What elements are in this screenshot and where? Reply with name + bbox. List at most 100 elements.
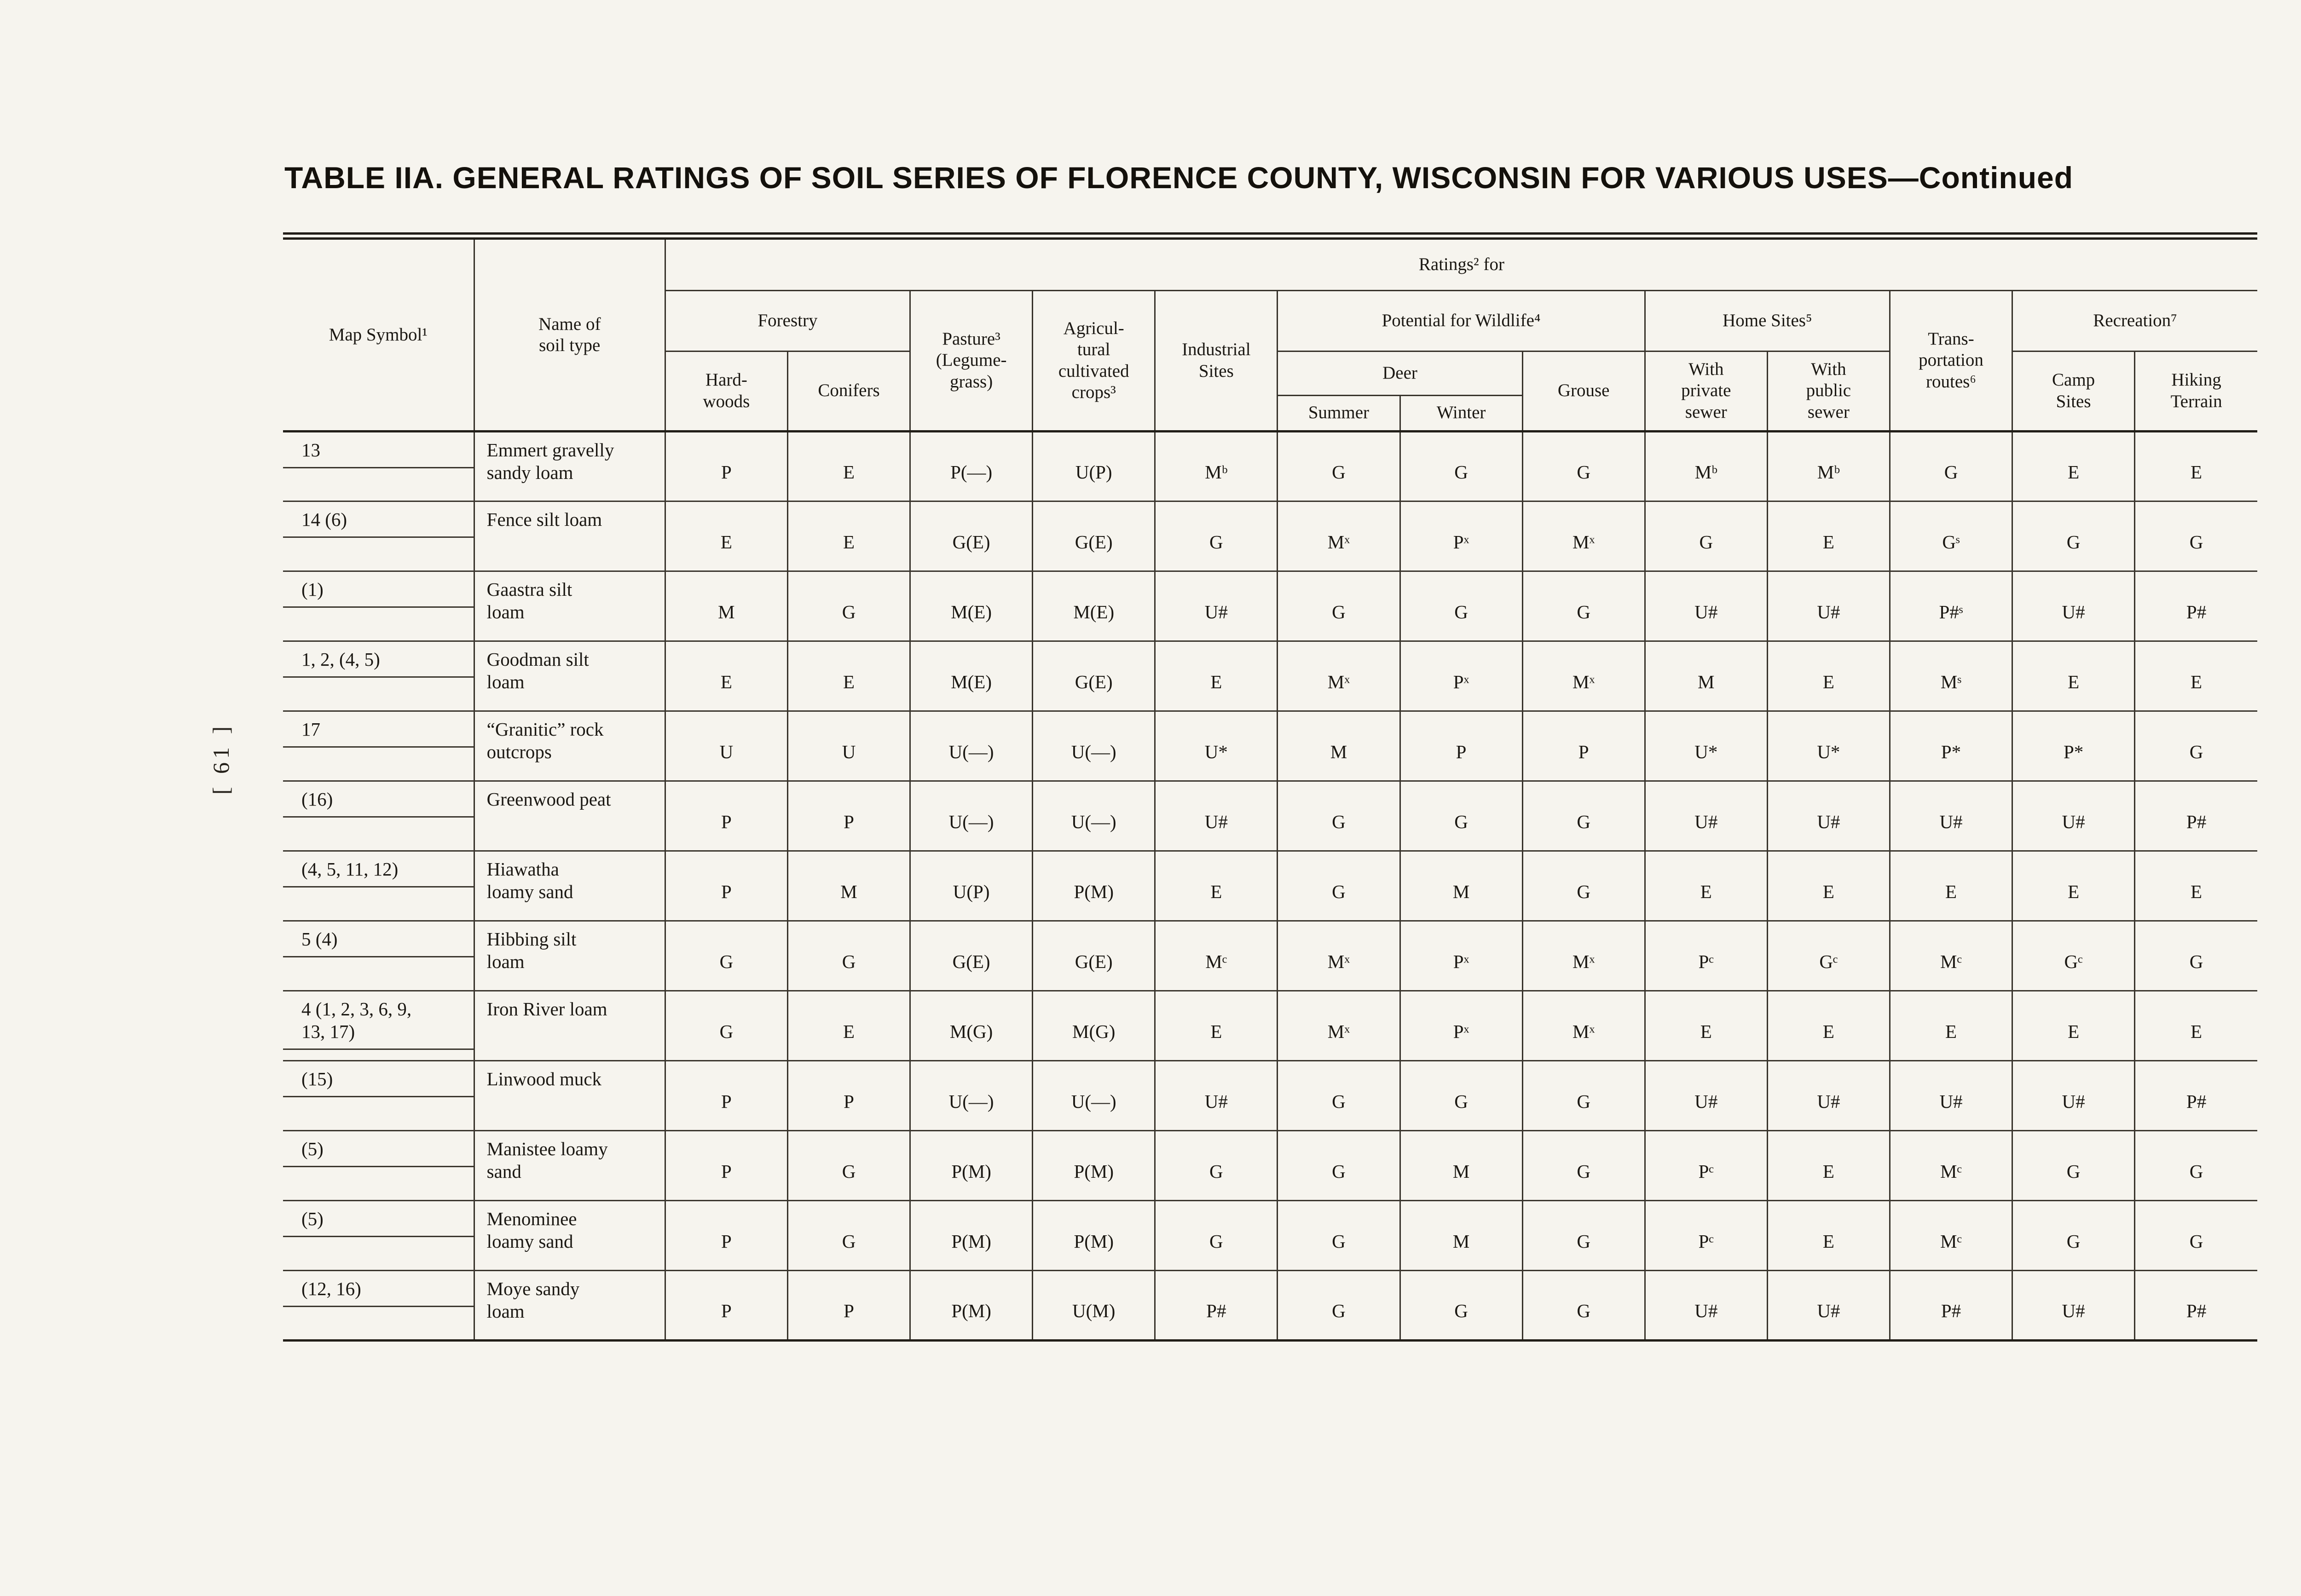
rating-cell: U# (1766, 571, 1891, 642)
map-symbol: (12, 16) (283, 1271, 474, 1307)
header-public-sewer: With public sewer (1766, 351, 1891, 431)
rating-cell: G (1277, 1270, 1401, 1342)
map-symbol-cell: (15) (283, 1060, 475, 1131)
map-symbol-cell: (5) (283, 1200, 475, 1271)
rating-cell: G (2012, 501, 2136, 572)
rating-cell: M (1644, 641, 1768, 712)
rating-cell: Gᶜ (1766, 921, 1891, 991)
table-row: (4, 5, 11, 12) Hiawatha loamy sand P M U(P) P… (283, 851, 2257, 922)
map-symbol: 17 (283, 712, 474, 748)
rating-cell: G (1399, 781, 1523, 852)
rating-cell: G (1521, 1200, 1646, 1271)
soil-name-cell: Linwood muck (473, 1060, 666, 1131)
rating-cell: U# (1154, 571, 1278, 642)
rating-cell: P (664, 1270, 788, 1342)
rating-cell: G (1521, 1060, 1646, 1131)
rating-cell: G (1521, 781, 1646, 852)
soil-name-cell: Manistee loamy sand (473, 1130, 666, 1201)
rating-cell: E (2134, 991, 2257, 1061)
rating-cell: G (1889, 431, 2013, 502)
rating-cell: Mᵇ (1766, 431, 1891, 502)
header-industrial-sites: Industrial Sites (1154, 290, 1278, 431)
rating-cell: G (1277, 571, 1401, 642)
soil-name-cell: Goodman silt loam (473, 641, 666, 712)
rating-cell: G (1277, 1130, 1401, 1201)
rating-cell: Pˣ (1399, 501, 1523, 572)
rating-cell: P (664, 1200, 788, 1271)
rating-cell: M (664, 571, 788, 642)
header-row-4: Summer Winter (283, 395, 2257, 431)
rating-cell: P#ˢ (1889, 571, 2013, 642)
rating-cell: P (664, 851, 788, 922)
rating-cell: U# (2012, 1270, 2136, 1342)
rating-cell: E (664, 501, 788, 572)
map-symbol: 5 (4) (283, 922, 474, 957)
soil-name-cell: Hibbing silt loam (473, 921, 666, 991)
rating-cell: Mˣ (1277, 501, 1401, 572)
rating-cell: M(E) (1032, 571, 1156, 642)
map-symbol-cell: (12, 16) (283, 1270, 475, 1342)
header-map-symbol: Map Symbol¹ (283, 236, 475, 431)
rating-cell: P (664, 1130, 788, 1201)
rating-cell: G (664, 991, 788, 1061)
rating-cell: U(—) (1032, 711, 1156, 782)
rating-cell: G (664, 921, 788, 991)
rating-cell: P* (1889, 711, 2013, 782)
rating-cell: Pˣ (1399, 921, 1523, 991)
rating-cell: G (1399, 431, 1523, 502)
rating-cell: Mˣ (1521, 641, 1646, 712)
rating-cell: Mᵇ (1644, 431, 1768, 502)
header-private-sewer: With private sewer (1644, 351, 1768, 431)
soil-ratings-table: Map Symbol¹ Name of soil type Ratings² f… (283, 232, 2257, 1342)
rating-cell: G (786, 571, 911, 642)
header-recreation: Recreation⁷ (2012, 290, 2257, 352)
rating-cell: Mˣ (1277, 991, 1401, 1061)
rating-cell: P# (2134, 571, 2257, 642)
rating-cell: P (664, 781, 788, 852)
rating-cell: P (1521, 711, 1646, 782)
map-symbol-cell: (4, 5, 11, 12) (283, 851, 475, 922)
header-soil-name: Name of soil type (473, 236, 666, 431)
rating-cell: P(M) (1032, 1200, 1156, 1271)
soil-name-cell: Menominee loamy sand (473, 1200, 666, 1271)
rating-cell: G (2012, 1130, 2136, 1201)
rating-cell: U# (1889, 781, 2013, 852)
table-row: 5 (4) Hibbing silt loam G G G(E) G(E) Mᶜ Mˣ Pˣ Mˣ… (283, 921, 2257, 991)
rating-cell: P(M) (909, 1130, 1034, 1201)
rating-cell: G (2134, 1130, 2257, 1201)
soil-name-cell: Hiawatha loamy sand (473, 851, 666, 922)
table-row: 17 “Granitic” rock outcrops U U U(—) U(—) U* M P… (283, 711, 2257, 782)
rating-cell: G(E) (1032, 501, 1156, 572)
rating-cell: U(—) (909, 781, 1034, 852)
rating-cell: U(—) (909, 711, 1034, 782)
rating-cell: U# (1766, 1060, 1891, 1131)
rating-cell: U(—) (1032, 1060, 1156, 1131)
rating-cell: P(M) (1032, 851, 1156, 922)
rating-cell: G (1277, 1060, 1401, 1131)
table-header: Map Symbol¹ Name of soil type Ratings² f… (283, 236, 2257, 431)
rating-cell: E (2134, 851, 2257, 922)
rating-cell: P(—) (909, 431, 1034, 502)
rating-cell: P# (1889, 1270, 2013, 1342)
rating-cell: P (1399, 711, 1523, 782)
rating-cell: E (2012, 431, 2136, 502)
map-symbol-cell: 17 (283, 711, 475, 782)
rating-cell: U(—) (909, 1060, 1034, 1131)
rating-cell: P (664, 1060, 788, 1131)
rating-cell: P# (2134, 781, 2257, 852)
rating-cell: Mᶜ (1154, 921, 1278, 991)
rating-cell: U* (1766, 711, 1891, 782)
rating-cell: U# (2012, 781, 2136, 852)
rating-cell: P(M) (909, 1270, 1034, 1342)
rating-cell: Pˣ (1399, 641, 1523, 712)
rating-cell: U# (1766, 781, 1891, 852)
rating-cell: E (786, 431, 911, 502)
rating-cell: E (786, 501, 911, 572)
rating-cell: P (786, 1060, 911, 1131)
page-number: [ 61 ] (208, 722, 234, 795)
soil-name-cell: Fence silt loam (473, 501, 666, 572)
table-row: 1, 2, (4, 5) Goodman silt loam E E M(E) G(E) E… (283, 641, 2257, 712)
rating-cell: E (2012, 851, 2136, 922)
rating-cell: E (1644, 991, 1768, 1061)
